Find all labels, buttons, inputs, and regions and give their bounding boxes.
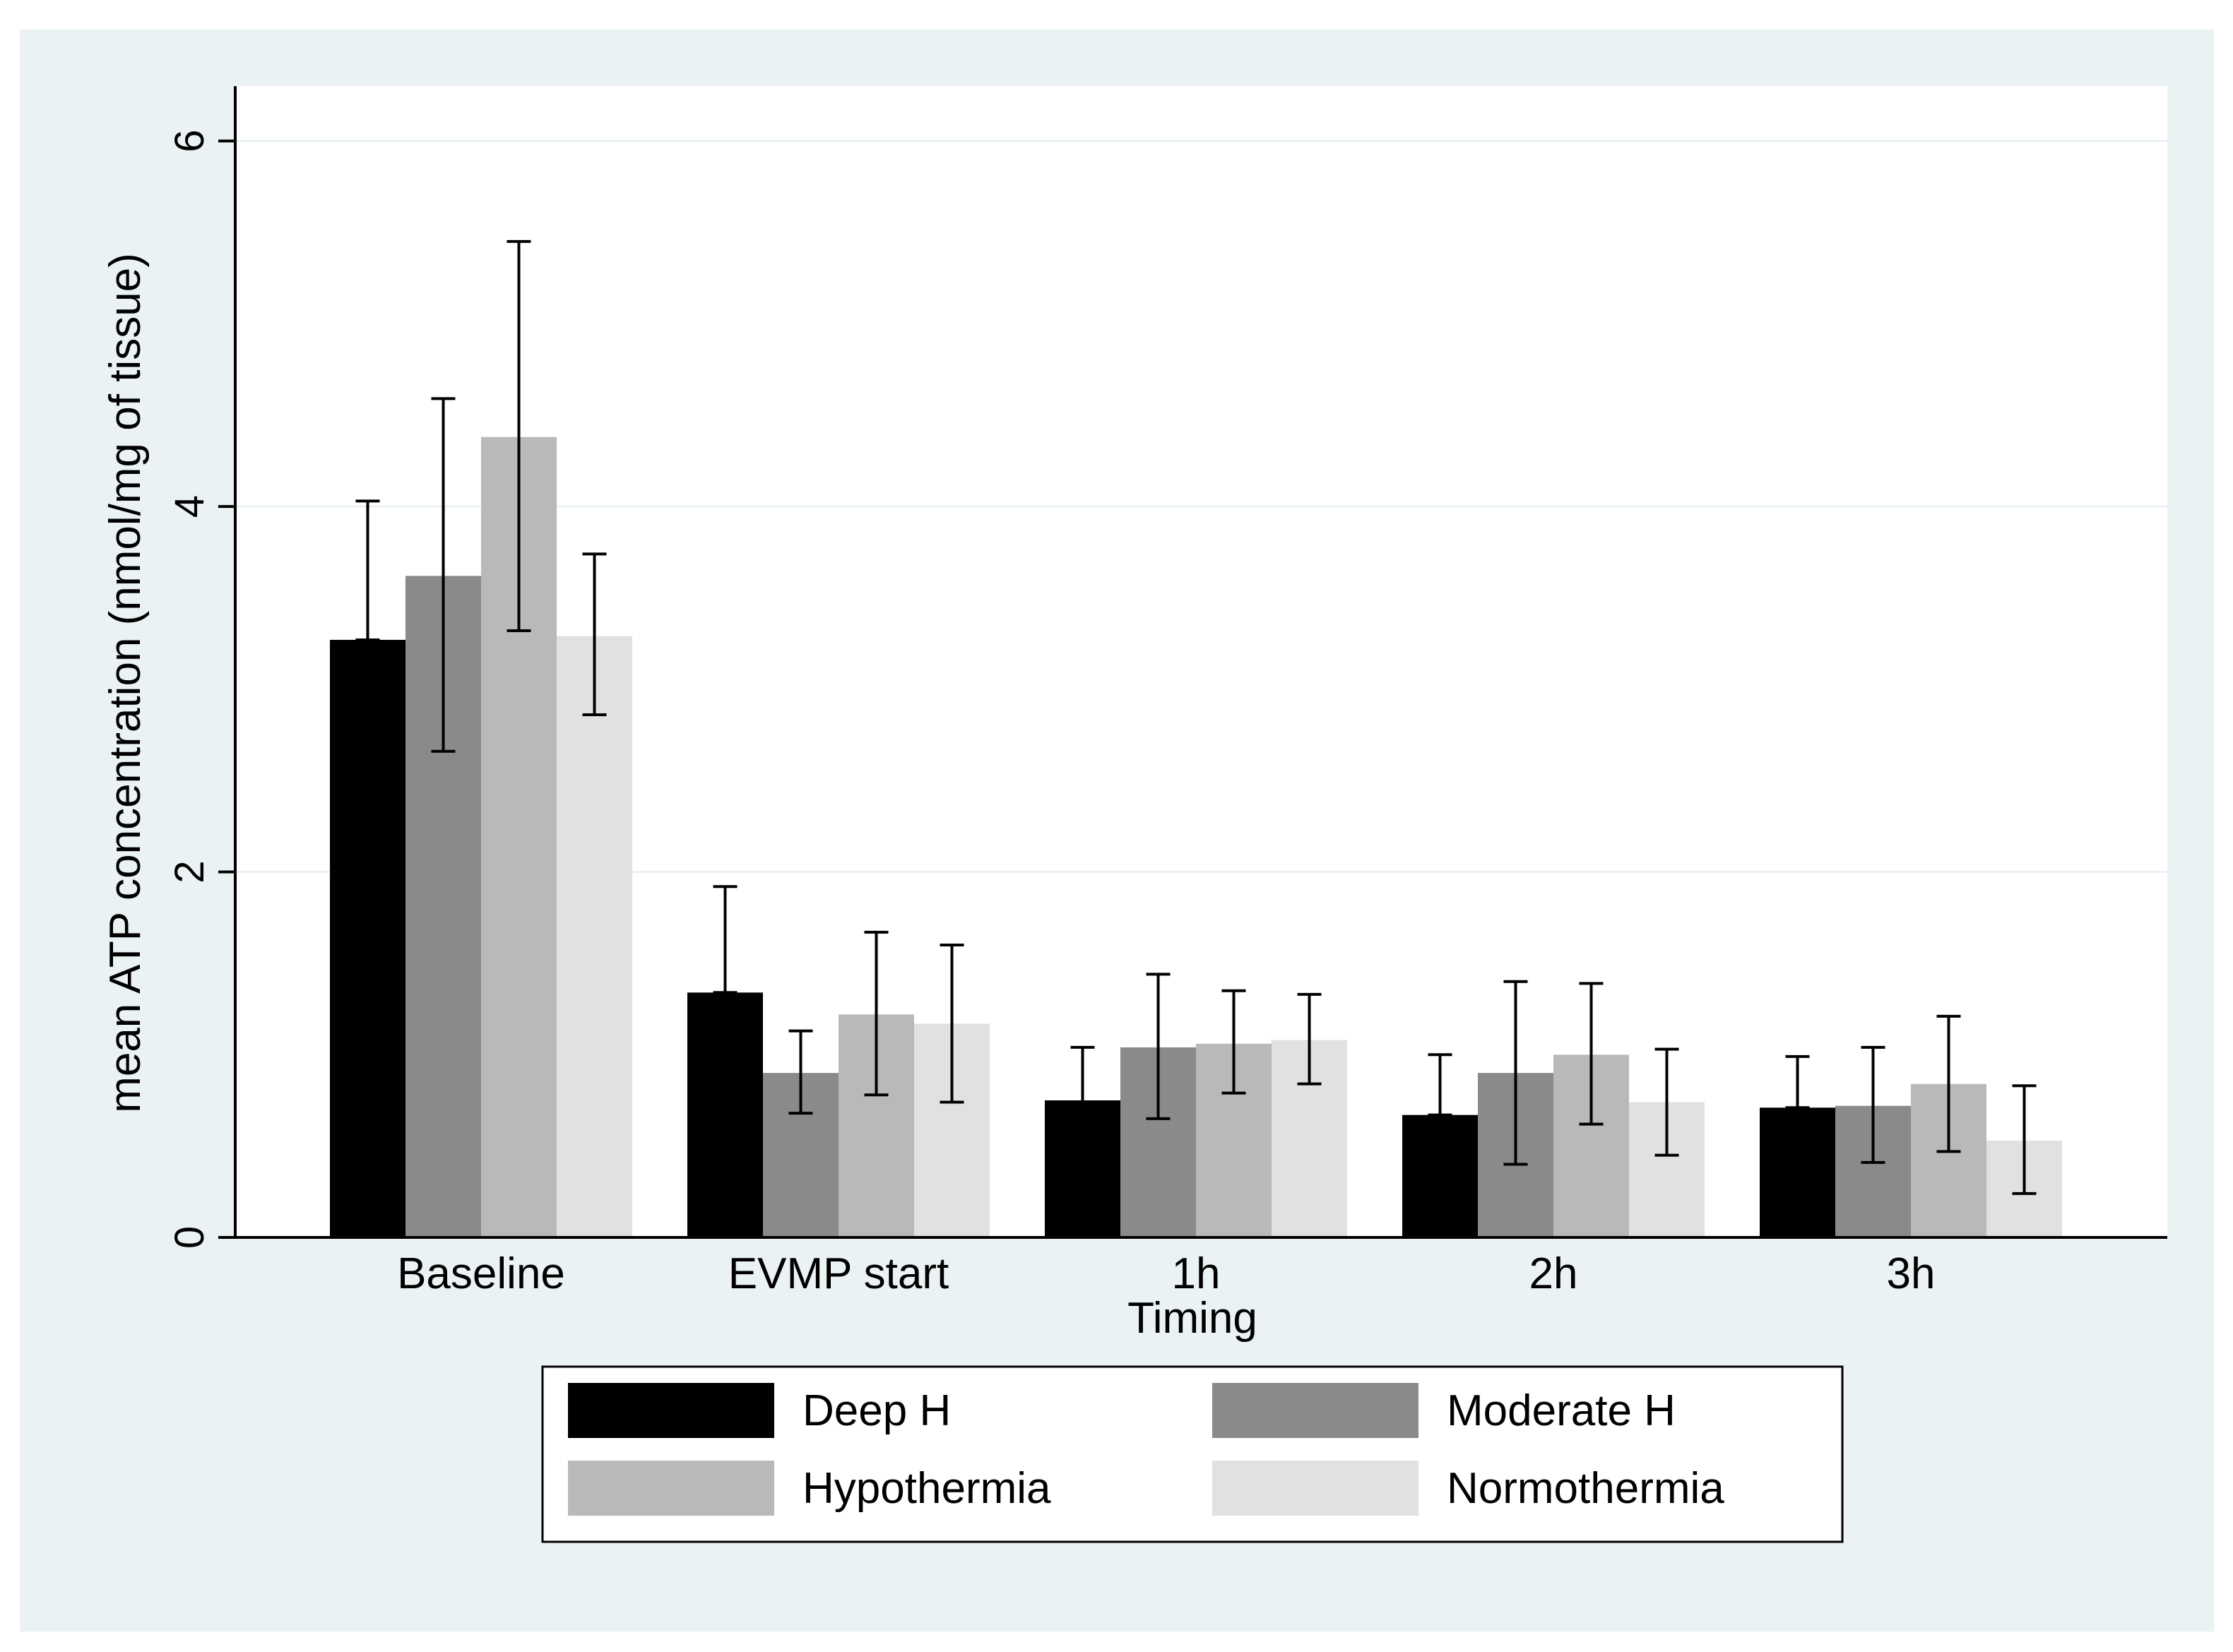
error-bars	[355, 239, 2037, 1195]
x-axis-title: Timing	[1127, 1294, 1257, 1343]
legend-label: Moderate H	[1447, 1386, 1676, 1435]
y-tick-label: 4	[167, 495, 213, 518]
y-axis-title: mean ATP concentration (nmol/mg of tissu…	[101, 253, 150, 1113]
figure-background: 0 2 4 6 Baseline EVMP start 1h 2h 3h Timing mea…	[20, 30, 2214, 1632]
legend-swatch	[568, 1461, 774, 1516]
y-tick-label: 6	[167, 129, 213, 152]
legend: Deep H Moderate H Hypothermia Normothermia	[541, 1365, 1844, 1543]
x-tick-label: 1h	[1172, 1249, 1221, 1298]
legend-label: Deep H	[802, 1386, 951, 1435]
bar-chart: 0 2 4 6 Baseline EVMP start 1h 2h 3h Timing mea…	[101, 86, 2167, 1543]
legend-swatch	[1212, 1383, 1418, 1438]
legend-swatch	[568, 1383, 774, 1438]
x-tick-label: Baseline	[397, 1249, 565, 1298]
x-tick-label: 3h	[1887, 1249, 1936, 1298]
y-axis-ticks: 0 2 4 6	[167, 129, 235, 1249]
plot-region: 0 2 4 6 Baseline EVMP start 1h 2h 3h Timing mea…	[101, 86, 2167, 1343]
legend-label: Hypothermia	[802, 1464, 1051, 1513]
x-tick-label: 2h	[1529, 1249, 1578, 1298]
bar	[330, 639, 405, 1237]
bar	[687, 992, 763, 1237]
x-tick-label: EVMP start	[728, 1249, 949, 1298]
legend-label: Normothermia	[1447, 1464, 1724, 1513]
bar	[1760, 1107, 1835, 1237]
bar	[1402, 1115, 1478, 1237]
x-axis-ticks: Baseline EVMP start 1h 2h 3h	[397, 1249, 1935, 1298]
y-tick-label: 2	[167, 860, 213, 883]
y-tick-label: 0	[167, 1226, 213, 1249]
legend-swatch	[1212, 1461, 1418, 1516]
bar	[557, 636, 632, 1237]
bars	[330, 436, 2062, 1237]
legend-items: Deep H Moderate H Hypothermia Normothermia	[568, 1383, 1724, 1516]
